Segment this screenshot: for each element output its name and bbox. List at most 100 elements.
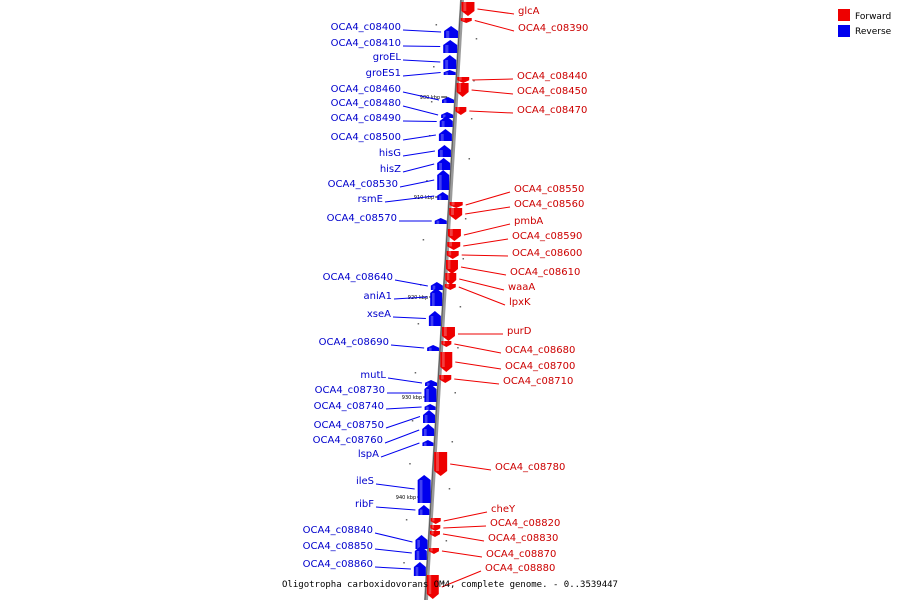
leader-groel xyxy=(402,59,441,63)
gene-highlight-groes1 xyxy=(445,72,449,75)
leader-ania1 xyxy=(393,296,428,300)
gene-feature-oca4_c08640 xyxy=(430,282,443,290)
gene-highlight-xsea xyxy=(430,316,434,326)
gene-feature-groel xyxy=(443,55,457,69)
leader-oca4_c08490 xyxy=(402,120,437,122)
gene-label-oca4_c08880: OCA4_c08880 xyxy=(485,563,555,574)
leader-rsme xyxy=(384,195,435,203)
leader-pmba xyxy=(463,223,511,236)
gene-feature-oca4_c08400 xyxy=(444,26,459,38)
gene-highlight-hisg xyxy=(439,150,443,157)
gene-highlight-oca4_c08710 xyxy=(441,375,444,380)
gene-feature-oca4_c08450 xyxy=(456,83,469,97)
gene-label-xsea: xseA xyxy=(367,309,391,320)
gene-highlight-oca4_c08480 xyxy=(442,114,446,118)
gene-label-groes1: groES1 xyxy=(366,68,401,79)
leader-oca4_c08850 xyxy=(374,548,412,554)
gene-label-oca4_c08460: OCA4_c08460 xyxy=(331,84,401,95)
gene-highlight-oca4_c08560 xyxy=(451,208,454,215)
gene-feature-mutl xyxy=(425,380,438,386)
gene-feature-xsea xyxy=(428,311,441,326)
gene-highlight-oca4_c08870 xyxy=(430,548,433,552)
gene-label-oca4_c08860: OCA4_c08860 xyxy=(303,559,373,570)
gene-label-oca4_c08550: OCA4_c08550 xyxy=(514,184,584,195)
gene-label-oca4_c08600: OCA4_c08600 xyxy=(512,248,582,259)
gene-label-oca4_c08780: OCA4_c08780 xyxy=(495,462,565,473)
axis-dot xyxy=(417,323,420,325)
axis-dot xyxy=(475,38,478,40)
gene-feature-oca4_c08560 xyxy=(449,208,463,220)
gene-feature-purd xyxy=(441,327,455,341)
tick-label-4: 940 kbp xyxy=(396,495,416,501)
gene-label-chey: cheY xyxy=(491,504,516,515)
gene-label-oca4_c08490: OCA4_c08490 xyxy=(331,113,401,124)
gene-feature-oca4_c08830 xyxy=(429,531,440,537)
leader-mutl xyxy=(387,377,423,384)
gene-feature-oca4_c08820 xyxy=(430,525,441,531)
gene-labels: glcA OCA4_c08390 OCA4_c08400 OCA4_c08410gro… xyxy=(303,6,589,574)
gene-label-oca4_c08500: OCA4_c08500 xyxy=(331,132,401,143)
leader-oca4_c08740 xyxy=(385,406,422,410)
map-caption: Oligotropha carboxidovorans OM4, complet… xyxy=(282,580,618,590)
gene-label-oca4_c08700: OCA4_c08700 xyxy=(505,361,575,372)
gene-feature-lpxk xyxy=(444,284,456,290)
gene-highlight-oca4_c08850 xyxy=(416,551,420,560)
gene-feature-chey xyxy=(430,518,441,524)
gene-feature-groes1 xyxy=(443,70,456,75)
leader-iles xyxy=(375,483,415,490)
gene-label-iles: ileS xyxy=(356,476,374,487)
gene-highlight-oca4_c08680 xyxy=(442,341,446,345)
leader-oca4_c08610 xyxy=(460,266,507,276)
axis-dot xyxy=(430,101,433,103)
gene-label-oca4_c08480: OCA4_c08480 xyxy=(331,98,401,109)
gene-label-oca4_c08750: OCA4_c08750 xyxy=(314,420,384,431)
axis-dot xyxy=(445,540,448,542)
legend-reverse-swatch xyxy=(838,25,850,37)
axis-dot xyxy=(454,392,456,394)
tick-label-3: 930 kbp xyxy=(402,395,422,401)
gene-highlight-oca4_c08820 xyxy=(431,525,435,529)
leader-oca4_c08560 xyxy=(465,206,511,215)
gene-feature-glca xyxy=(461,2,475,16)
gene-feature-oca4_c08570 xyxy=(434,218,447,224)
gene-highlight-hisz xyxy=(439,163,442,170)
leader-oca4_c08410 xyxy=(402,45,441,47)
genome-axis xyxy=(424,0,464,600)
gene-label-oca4_c08640: OCA4_c08640 xyxy=(323,272,393,283)
axis-dot xyxy=(405,519,408,521)
gene-feature-oca4_c08850 xyxy=(414,546,427,560)
gene-highlight-pmba xyxy=(449,229,453,236)
leader-oca4_c08690 xyxy=(390,344,425,349)
gene-feature-oca4_c08700 xyxy=(440,352,453,372)
gene-label-oca4_c08610: OCA4_c08610 xyxy=(510,267,580,278)
gene-label-groel: groEL xyxy=(373,52,402,63)
leader-hisz xyxy=(402,163,435,173)
gene-highlight-oca4_c08750 xyxy=(424,415,428,423)
gene-label-oca4_c08400: OCA4_c08400 xyxy=(331,22,401,33)
gene-feature-hisg xyxy=(437,145,451,157)
leader-oca4_c08710 xyxy=(454,378,500,385)
gene-label-oca4_c08840: OCA4_c08840 xyxy=(303,525,373,536)
gene-highlight-iles xyxy=(419,480,423,503)
leader-oca4_c08880 xyxy=(441,570,482,588)
gene-highlight-waaa xyxy=(446,273,450,280)
gene-label-oca4_c08390: OCA4_c08390 xyxy=(518,23,588,34)
leader-oca4_c08600 xyxy=(461,254,509,257)
gene-highlight-ania1 xyxy=(431,293,435,306)
gene-label-oca4_c08570: OCA4_c08570 xyxy=(327,213,397,224)
gene-feature-ania1 xyxy=(430,288,443,306)
gene-highlight-oca4_c08570 xyxy=(436,220,440,224)
leader-oca4_c08400 xyxy=(402,29,442,33)
gene-feature-oca4_c08760 xyxy=(422,424,435,436)
gene-label-oca4_c08440: OCA4_c08440 xyxy=(517,71,587,82)
gene-feature-oca4_c08550 xyxy=(449,202,463,208)
axis-dot xyxy=(457,347,459,349)
gene-feature-oca4_c08590 xyxy=(447,242,461,250)
leader-oca4_c08680 xyxy=(454,343,502,354)
label-leaders xyxy=(374,8,515,588)
gene-feature-oca4_c08860 xyxy=(413,562,426,576)
axis-dot xyxy=(443,582,445,584)
gene-feature-ribf xyxy=(418,505,430,515)
gene-feature-waaa xyxy=(445,273,457,285)
gene-label-hisz: hisZ xyxy=(380,164,401,175)
